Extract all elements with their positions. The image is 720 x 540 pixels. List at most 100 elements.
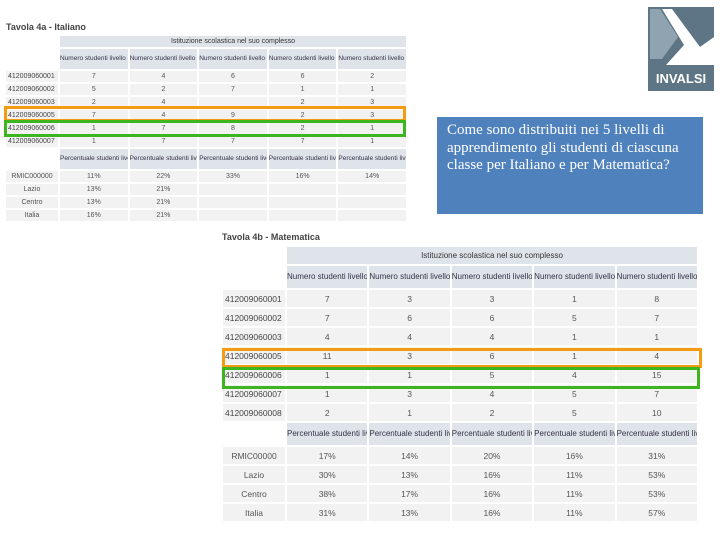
count-cell: 7 [129,123,198,134]
count-header-row: Numero studenti livello 1 Numero studenti… [223,266,697,288]
pct-cell: 16% [534,447,615,464]
corner-cell [223,423,285,445]
count-cell: 2 [129,84,198,95]
pct-cell: 11% [534,485,615,502]
count-cell: 1 [534,347,615,364]
pct-cell: 16% [268,171,337,182]
count-cell: 7 [199,136,267,147]
class-code: 412009060005 [223,347,285,364]
count-header-level-4: Numero studenti livello 4 [534,266,615,288]
count-cell: 3 [451,290,533,307]
pct-cell: 13% [369,504,450,521]
pct-header-level-4: Percentuale studenti livello 4 [268,149,337,169]
pct-header-level-3: Percentuale studenti livello 3 [199,149,267,169]
count-cell: 11 [287,347,368,364]
count-cell: 3 [338,110,406,121]
question-callout: Come sono distribuiti nei 5 livelli di a… [437,117,703,214]
class-row: 412009060006 1 7 8 2 1 [6,123,406,134]
invalsi-logo: INVALSI [648,7,714,91]
count-header-level-1: Numero studenti livello 1 [60,49,128,69]
pct-cell: 38% [287,485,368,502]
count-cell: 1 [338,84,406,95]
corner-cell [6,149,58,169]
pct-header-level-1: Percentuale studenti livello 1 [60,149,128,169]
class-row: 412009060008 2 1 2 5 10 [223,404,697,421]
count-header-level-4: Numero studenti livello 4 [268,49,337,69]
count-cell: 4 [369,328,450,345]
class-code: 412009060007 [223,385,285,402]
pct-cell: 33% [199,171,267,182]
class-row: 412009060007 1 7 7 7 1 [6,136,406,147]
banner-cell: Istituzione scolastica nel suo complesso [60,36,406,47]
pct-row: RMIC00000 17% 14% 20% 16% 31% [223,447,697,464]
count-cell: 10 [616,404,697,421]
corner-cell [223,266,285,288]
count-cell: 2 [338,71,406,82]
class-row: 412009060007 1 3 4 5 7 [223,385,697,402]
corner-cell [6,36,58,47]
count-cell: 15 [616,366,697,383]
count-cell: 4 [451,385,533,402]
logo-text: INVALSI [656,71,706,86]
pct-cell: 31% [287,504,368,521]
count-cell: 5 [534,385,615,402]
pct-cell [199,184,267,195]
count-cell: 1 [338,123,406,134]
pct-cell: 14% [369,447,450,464]
count-cell: 2 [287,404,368,421]
class-code: 412009060002 [223,309,285,326]
count-cell: 3 [369,347,450,364]
count-cell: 7 [287,309,368,326]
count-cell: 6 [451,309,533,326]
class-row: 412009060003 2 4 2 3 [6,97,406,108]
pct-header-row: Percentuale studenti livello 1Percentual… [223,423,697,445]
class-code: 412009060006 [6,123,58,134]
count-header-level-5: Numero studenti livello 5 [338,49,406,69]
class-row: 412009060003 4 4 4 1 1 [223,328,697,345]
banner-cell: Istituzione scolastica nel suo complesso [287,247,697,264]
pct-cell: 11% [60,171,128,182]
pct-cell: 11% [534,504,615,521]
class-code: 412009060005 [6,110,58,121]
count-cell: 4 [451,328,533,345]
count-cell: 3 [338,97,406,108]
class-code: 412009060006 [223,366,285,383]
pct-cell: 17% [369,485,450,502]
count-cell: 2 [268,123,337,134]
pct-cell: 21% [129,184,198,195]
count-cell: 7 [268,136,337,147]
pct-header-level-2: Percentuale studenti livello 2 [129,149,198,169]
matematica-green-highlight [222,367,700,389]
pct-cell: 14% [338,171,406,182]
pct-cell [338,184,406,195]
pct-cell: 57% [616,504,697,521]
class-row: 412009060002 5 2 7 1 1 [6,84,406,95]
count-cell: 7 [616,309,697,326]
class-code: 412009060003 [223,328,285,345]
class-row: 412009060001 7 3 3 1 8 [223,290,697,307]
count-cell: 4 [129,97,198,108]
count-cell: 8 [199,123,267,134]
class-row: 412009060001 7 4 6 6 2 [6,71,406,82]
count-cell: 5 [534,309,615,326]
count-cell: 6 [451,347,533,364]
class-code: 412009060007 [6,136,58,147]
banner-row: Istituzione scolastica nel suo complesso [6,36,406,47]
class-code: 412009060008 [223,404,285,421]
area-label: Italia [6,210,58,221]
pct-header-level-5: Percentuale studenti livello 5 [338,149,406,169]
count-cell: 3 [369,385,450,402]
count-cell: 1 [534,328,615,345]
area-label: RMIC000000 [6,171,58,182]
count-cell: 1 [287,366,368,383]
count-cell: 4 [616,347,697,364]
count-header-level-1: Numero studenti livello 1 [287,266,368,288]
matematica-table: Istituzione scolastica nel suo complesso… [221,245,699,523]
pct-cell: 16% [60,210,128,221]
count-header-level-2: Numero studenti livello 2 [129,49,198,69]
count-cell: 2 [451,404,533,421]
pct-header-level-1: Percentuale studenti livello 1 [287,423,368,445]
pct-cell [268,197,337,208]
pct-row: Italia 16% 21% [6,210,406,221]
count-cell: 1 [268,84,337,95]
